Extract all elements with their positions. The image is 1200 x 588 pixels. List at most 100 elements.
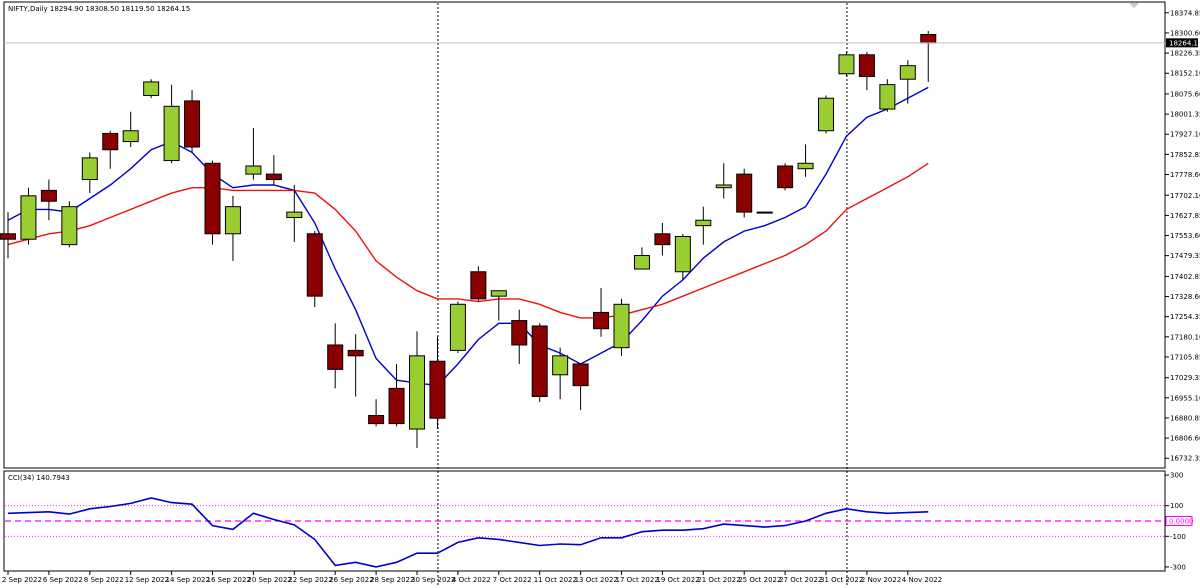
bullish-candle [879, 84, 896, 110]
price-tick-label: 17702.10 [1170, 192, 1200, 200]
date-tick-label: 30 Sep 2022 [411, 576, 455, 584]
price-tick-label: 16732.35 [1170, 455, 1200, 463]
bullish-candle [449, 303, 466, 351]
current-price-box [1166, 38, 1198, 48]
date-x-axis: 2 Sep 2022 6 Sep 2022 8 Sep 2022 12 Sep 202… [2, 571, 942, 584]
bullish-candle [122, 130, 139, 143]
cci-zero-box [1165, 516, 1193, 526]
bearish-candle [531, 325, 548, 397]
bullish-candle [552, 355, 569, 376]
bullish-candle [143, 81, 160, 96]
scroll-marker-icon[interactable] [1129, 3, 1139, 8]
price-tick-label: 18226.35 [1170, 50, 1200, 58]
date-tick-label: 2 Sep 2022 [2, 576, 42, 584]
bearish-candle [511, 320, 528, 346]
price-tick-label: 16806.60 [1170, 435, 1200, 443]
bearish-candle [327, 344, 344, 370]
bullish-candle [81, 157, 98, 181]
date-tick-label: 26 Sep 2022 [329, 576, 373, 584]
price-tick-label: 17029.35 [1170, 374, 1200, 382]
fast-ma-line [7, 86, 929, 387]
bearish-candle [347, 349, 364, 357]
bullish-candle [633, 254, 650, 270]
date-tick-label: 20 Sep 2022 [247, 576, 291, 584]
cci-tick-label: 100 [1170, 502, 1183, 510]
bearish-candle [920, 33, 937, 44]
bearish-candle [265, 173, 282, 181]
date-tick-label: 22 Sep 2022 [288, 576, 332, 584]
date-tick-label: 19 Oct 2022 [656, 576, 699, 584]
price-tick-label: 18152.10 [1170, 70, 1200, 78]
bearish-candle [429, 360, 446, 419]
moving-average-lines [7, 86, 929, 387]
cci-y-axis: 300 100 -100 -300 [1165, 472, 1186, 571]
price-tick-label: 16955.10 [1170, 394, 1200, 402]
price-tick-label: 17254.35 [1170, 313, 1200, 321]
bullish-candle [224, 206, 241, 235]
date-tick-label: 2 Nov 2022 [861, 576, 901, 584]
cci-zero-label: 0.0000 [1169, 518, 1194, 526]
price-tick-label: 17328.60 [1170, 293, 1200, 301]
bearish-candle [184, 100, 201, 148]
date-tick-label: 6 Sep 2022 [43, 576, 83, 584]
date-tick-label: 8 Sep 2022 [84, 576, 124, 584]
bullish-candle [245, 165, 262, 175]
price-y-axis: 18374.85 18300.60 18226.35 18152.10 18075.60… [1165, 9, 1200, 463]
price-tick-label: 17402.85 [1170, 273, 1200, 281]
bearish-candle [654, 233, 671, 246]
bullish-candle [797, 162, 814, 170]
price-tick-label: 18300.60 [1170, 29, 1200, 37]
chart-info-label: NIFTY,Daily 18294.90 18308.50 18119.50 1… [8, 5, 190, 13]
cci-series-line [7, 497, 929, 568]
date-tick-label: 25 Oct 2022 [738, 576, 781, 584]
bearish-candle [102, 132, 119, 151]
price-tick-label: 18001.35 [1170, 111, 1200, 119]
bearish-candle [736, 173, 753, 213]
bearish-candle [368, 414, 385, 425]
date-tick-label: 17 Oct 2022 [616, 576, 659, 584]
bullish-candle [838, 54, 855, 75]
price-tick-label: 17479.35 [1170, 252, 1200, 260]
cci-indicator-label: CCI(34) 140.7943 [8, 474, 70, 482]
price-tick-label: 17553.60 [1170, 232, 1200, 240]
bullish-candle [756, 211, 773, 214]
bullish-candle [695, 219, 712, 227]
bullish-candle [899, 65, 916, 80]
price-tick-label: 17852.85 [1170, 151, 1200, 159]
bullish-candle [286, 211, 303, 219]
date-tick-label: 27 Oct 2022 [779, 576, 822, 584]
bearish-candle [388, 387, 405, 425]
bullish-candle [61, 206, 78, 246]
current-price-label: 18264.15 [1169, 39, 1200, 47]
bearish-candle [777, 165, 794, 189]
bullish-candle [613, 303, 630, 349]
date-tick-label: 11 Oct 2022 [534, 576, 577, 584]
date-tick-label: 12 Sep 2022 [125, 576, 169, 584]
date-tick-label: 14 Sep 2022 [166, 576, 210, 584]
price-panel-frame [3, 1, 1166, 469]
date-tick-label: 7 Oct 2022 [493, 576, 532, 584]
bearish-candle [858, 54, 875, 78]
bearish-candle [593, 311, 610, 330]
price-tick-label: 18075.60 [1170, 90, 1200, 98]
date-tick-label: 31 Oct 2022 [820, 576, 863, 584]
bullish-candle [818, 97, 834, 132]
price-tick-label: 16880.85 [1170, 414, 1200, 422]
cci-tick-label: 300 [1170, 472, 1183, 480]
bearish-candle [204, 162, 221, 235]
period-separators [437, 3, 848, 587]
price-tick-label: 17627.85 [1170, 212, 1200, 220]
date-tick-label: 21 Oct 2022 [697, 576, 740, 584]
bullish-candle [20, 195, 37, 240]
bearish-candle [306, 233, 323, 297]
price-tick-label: 17927.10 [1170, 131, 1200, 139]
bullish-candle [490, 290, 507, 297]
cci-tick-label: -300 [1170, 563, 1186, 571]
date-tick-label: 28 Sep 2022 [370, 576, 414, 584]
price-tick-label: 17778.60 [1170, 171, 1200, 179]
bullish-candle [409, 355, 425, 430]
bearish-candle [572, 363, 589, 387]
bearish-candle [40, 189, 57, 202]
